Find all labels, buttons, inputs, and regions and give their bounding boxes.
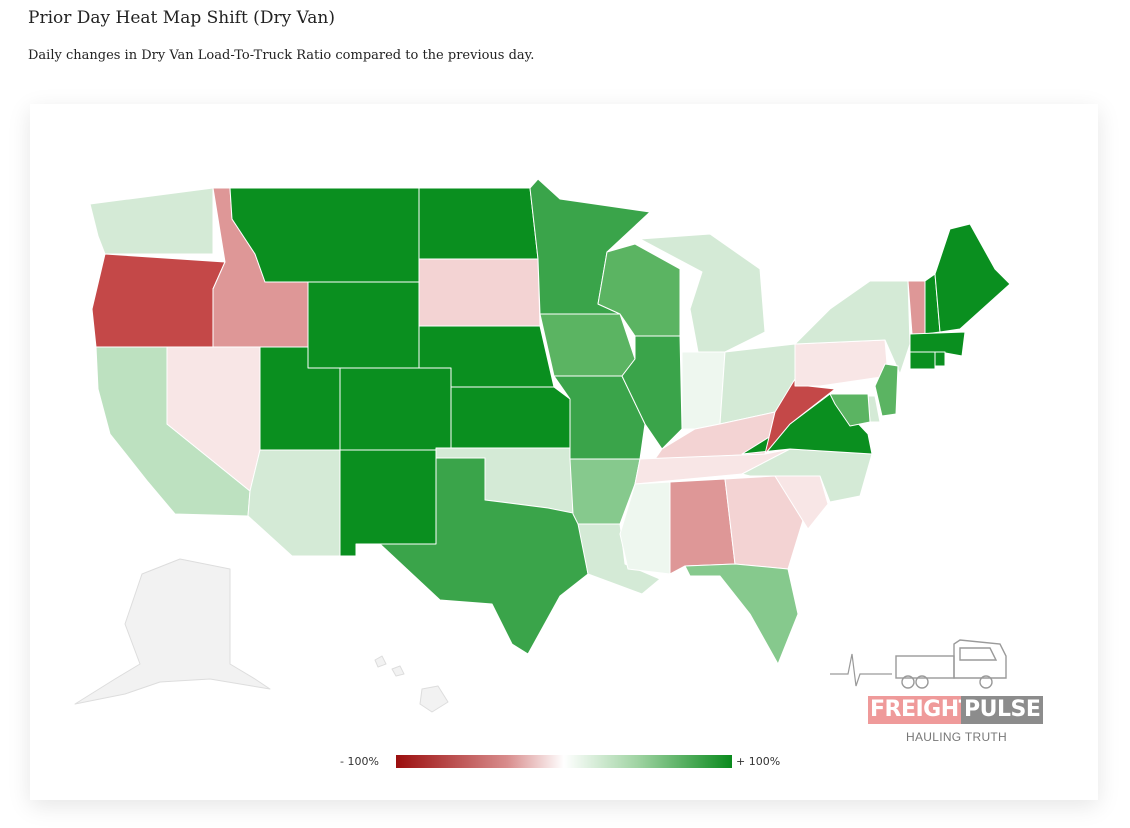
page-subtitle: Daily changes in Dry Van Load-To-Truck R…: [28, 48, 535, 63]
state-AK[interactable]: [74, 558, 271, 705]
heat-map-card: - 100% + 100% FREIGHT PULSE HAULING TRUT…: [30, 104, 1098, 800]
state-FL[interactable]: [684, 563, 799, 665]
legend-min-label: - 100%: [340, 755, 379, 768]
state-KS[interactable]: [450, 386, 571, 449]
state-CO[interactable]: [339, 367, 452, 451]
us-heat-map: [74, 178, 1011, 713]
state-AL[interactable]: [669, 478, 736, 575]
legend-max-label: + 100%: [736, 755, 781, 768]
state-TX[interactable]: [379, 457, 589, 655]
state-VT[interactable]: [907, 280, 926, 335]
logo-word-pulse: PULSE: [961, 696, 1044, 724]
freight-pulse-logo: FREIGHT PULSE HAULING TRUTH: [830, 634, 1070, 754]
state-PA[interactable]: [794, 339, 889, 387]
state-NJ[interactable]: [874, 363, 899, 417]
page-title: Prior Day Heat Map Shift (Dry Van): [28, 8, 336, 28]
state-MS[interactable]: [619, 481, 671, 575]
state-RI[interactable]: [934, 351, 946, 367]
state-MD[interactable]: [829, 393, 871, 427]
state-IA[interactable]: [539, 313, 636, 377]
state-CT[interactable]: [909, 351, 936, 370]
state-HI[interactable]: [374, 655, 449, 713]
state-IN[interactable]: [681, 351, 726, 430]
state-NM[interactable]: [339, 449, 437, 557]
state-MA[interactable]: [909, 331, 966, 357]
truck-heartbeat-icon: [830, 639, 1007, 689]
legend-gradient-bar: [396, 755, 732, 768]
state-WY[interactable]: [307, 281, 420, 369]
state-OR[interactable]: [91, 253, 226, 348]
color-legend: - 100% + 100%: [340, 753, 800, 771]
logo-tagline: HAULING TRUTH: [906, 730, 1008, 744]
state-SD[interactable]: [418, 258, 541, 327]
state-NY[interactable]: [794, 280, 911, 375]
state-AZ[interactable]: [247, 449, 341, 557]
state-IL[interactable]: [621, 335, 683, 450]
state-WA[interactable]: [89, 187, 214, 255]
state-ND[interactable]: [418, 187, 539, 260]
state-ME[interactable]: [934, 223, 1011, 333]
logo-word-freight: FREIGHT: [868, 696, 976, 724]
